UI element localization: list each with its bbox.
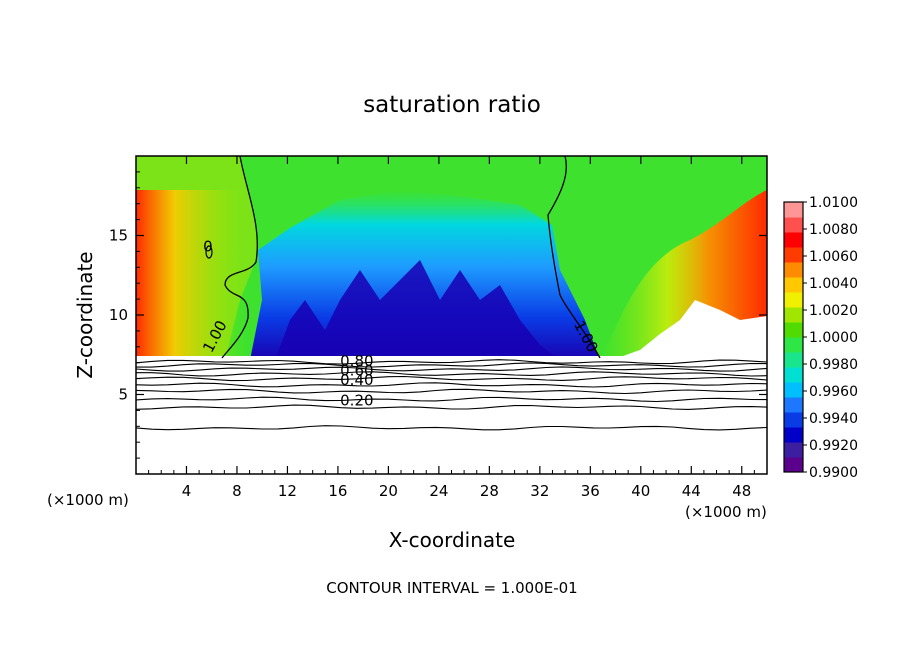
contour-label: 0.40	[340, 371, 373, 389]
x-tick-label: 36	[581, 482, 600, 500]
colorbar-tick-label: 1.0080	[809, 222, 858, 238]
colorbar-band	[784, 337, 803, 353]
colorbar-band	[784, 202, 803, 218]
colorbar: 0.9900 0.9920 0.9940 0.9960 0.9980 1.0000 1.00…	[783, 195, 858, 481]
colorbar-band	[784, 277, 803, 293]
x-tick-label: 12	[278, 482, 297, 500]
x-tick-label: 8	[232, 482, 242, 500]
colorbar-tick-label: 0.9900	[809, 465, 858, 481]
contour-line	[136, 404, 767, 410]
contour-label: 0	[203, 237, 213, 255]
y-tick-label: 10	[109, 306, 128, 324]
x-tick-label: 16	[328, 482, 347, 500]
plot-area	[136, 156, 767, 474]
colorbar-band	[784, 412, 803, 428]
x-unit-right: (×1000 m)	[685, 503, 767, 521]
x-axis-title: X-coordinate	[389, 528, 516, 552]
contour-line-left-1.00	[221, 156, 258, 359]
colorbar-band	[784, 397, 803, 413]
y-axis-title: Z-coordinate	[73, 251, 97, 378]
colorbar-band	[784, 382, 803, 398]
field-lower-white	[136, 356, 767, 474]
colorbar-band	[784, 322, 803, 338]
colorbar-tick-label: 1.0040	[809, 276, 858, 292]
contour-line	[136, 396, 767, 403]
contour-line	[136, 382, 767, 388]
contour-line	[136, 371, 767, 377]
contour-line	[136, 425, 767, 431]
field-region-left-warm	[136, 190, 246, 360]
x-tick-label: 24	[429, 482, 448, 500]
colorbar-tick-label: 0.9980	[809, 357, 858, 373]
contour-line	[136, 362, 767, 368]
colorbar-tick-label: 1.0000	[809, 330, 858, 346]
contour-line	[136, 375, 767, 382]
contour-label: 0.60	[340, 361, 373, 379]
colorbar-tick-label: 0.9920	[809, 438, 858, 454]
y-tick-label: 5	[118, 386, 128, 404]
colorbar-band	[784, 262, 803, 278]
contour-label: 0.20	[340, 392, 373, 410]
colorbar-band	[784, 217, 803, 233]
colorbar-band	[784, 457, 803, 473]
colorbar-band	[784, 352, 803, 368]
y-tick-label: 15	[109, 227, 128, 245]
contour-lines-lower	[136, 359, 767, 431]
contour-line	[136, 359, 767, 365]
contour-label: 0.80	[340, 352, 373, 370]
x-tick-label: 28	[480, 482, 499, 500]
colorbar-tick-label: 1.0100	[809, 195, 858, 211]
x-tick-label: 44	[682, 482, 701, 500]
contour-line	[136, 388, 767, 395]
contour-small-loop	[205, 245, 213, 259]
colorbar-band	[784, 367, 803, 383]
colorbar-band	[784, 292, 803, 308]
x-tick-label: 40	[631, 482, 650, 500]
contour-line-right-1.00	[547, 156, 601, 359]
chart-title: saturation ratio	[363, 92, 541, 118]
contour-line	[136, 366, 767, 372]
colorbar-tick-label: 0.9940	[809, 411, 858, 427]
field-cloud-white	[612, 300, 767, 360]
colorbar-tick-label: 1.0020	[809, 303, 858, 319]
colorbar-band	[784, 427, 803, 443]
colorbar-band	[784, 232, 803, 248]
x-tick-label: 20	[379, 482, 398, 500]
x-unit-left: (×1000 m)	[47, 491, 129, 509]
colorbar-tick-label: 1.0060	[809, 249, 858, 265]
x-tick-label: 4	[182, 482, 192, 500]
y-axis-ticks: 5 10 15	[109, 171, 767, 459]
colorbar-tick-label: 0.9960	[809, 384, 858, 400]
field-region-deep-blue	[275, 260, 560, 360]
x-tick-label: 32	[530, 482, 549, 500]
contour-interval-note: CONTOUR INTERVAL = 1.000E-01	[326, 579, 577, 597]
colorbar-band	[784, 247, 803, 263]
x-axis-ticks: 4 8 12 16 20 24 28 32 36 40 44 48	[148, 156, 755, 500]
colorbar-band	[784, 442, 803, 458]
colorbar-band	[784, 307, 803, 323]
x-tick-label: 48	[732, 482, 751, 500]
